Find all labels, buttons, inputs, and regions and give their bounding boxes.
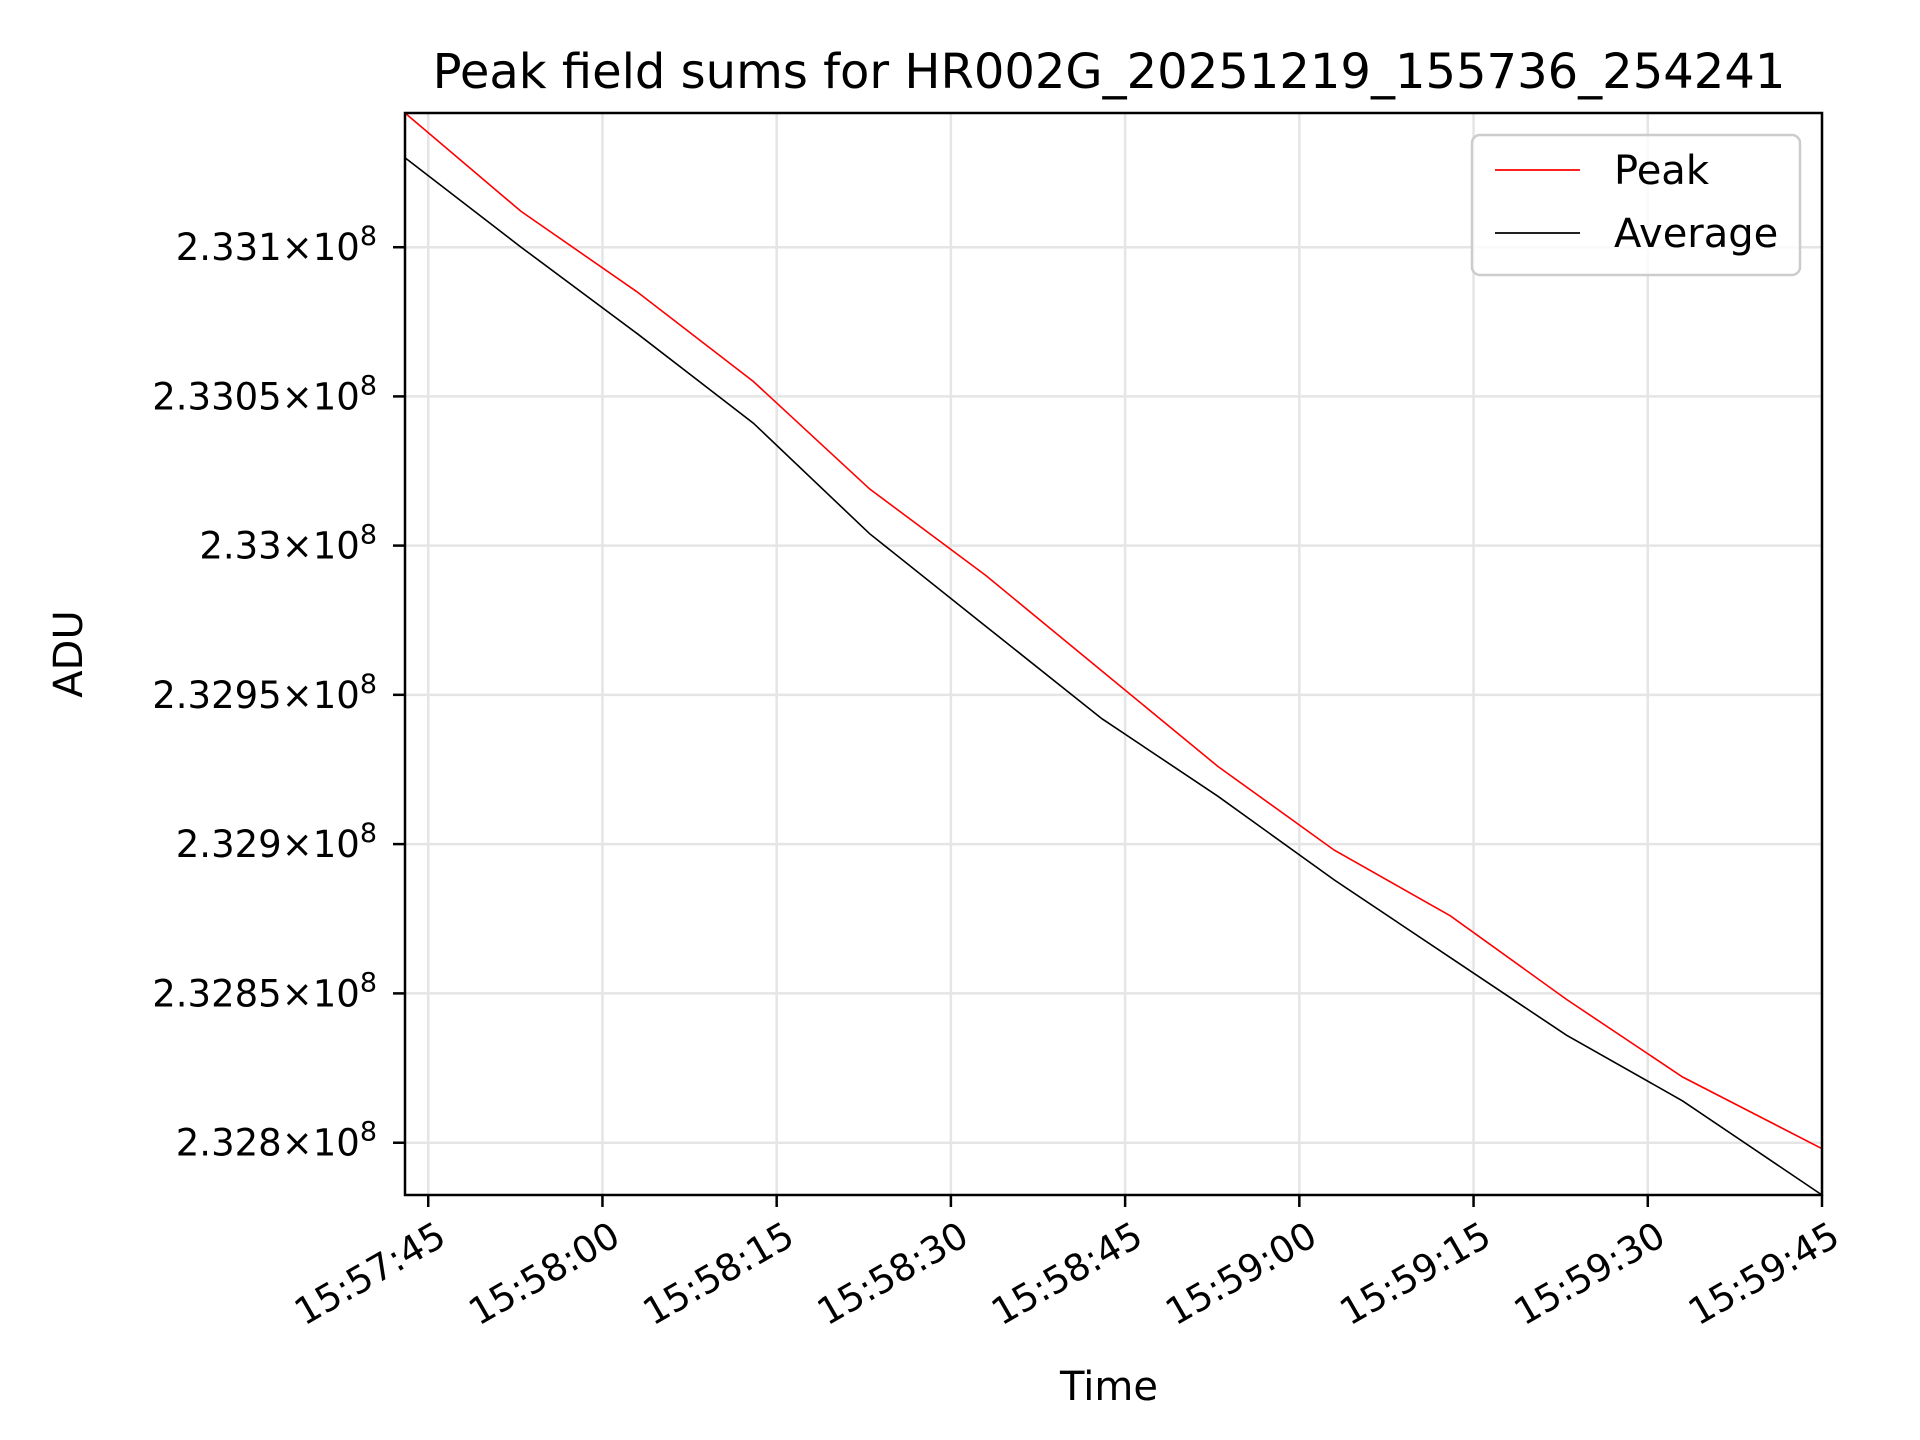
y-tick-label: 2.3305×108: [152, 370, 377, 418]
y-tick-base: 10: [313, 226, 360, 269]
y-tick-times: ×: [282, 375, 313, 418]
x-axis-label: Time: [1059, 1364, 1158, 1410]
y-tick-base: 10: [313, 375, 360, 418]
legend-label-average: Average: [1614, 211, 1778, 257]
y-tick-label: 2.328×108: [176, 1117, 377, 1165]
y-tick-times: ×: [282, 525, 313, 568]
y-tick-label: 2.3285×108: [152, 967, 377, 1015]
y-tick-base: 10: [313, 1122, 360, 1165]
y-tick-times: ×: [282, 972, 313, 1015]
y-tick-mantissa: 2.329: [176, 823, 282, 866]
legend-label-peak: Peak: [1614, 148, 1710, 194]
y-tick-base: 10: [313, 972, 360, 1015]
y-tick-times: ×: [282, 674, 313, 717]
y-tick-mantissa: 2.3305: [152, 375, 281, 418]
y-tick-base: 10: [313, 823, 360, 866]
y-axis-label: ADU: [46, 610, 92, 697]
y-tick-exponent: 8: [360, 520, 377, 551]
y-tick-times: ×: [282, 226, 313, 269]
y-tick-label: 2.331×108: [176, 221, 377, 269]
series-line-average: [404, 157, 1823, 1196]
chart-title: Peak field sums for HR002G_20251219_1557…: [433, 44, 1786, 100]
y-tick-exponent: 8: [360, 221, 377, 252]
series-line-peak: [404, 112, 1823, 1150]
y-tick-times: ×: [282, 823, 313, 866]
y-tick-exponent: 8: [360, 370, 377, 401]
y-tick-label: 2.3295×108: [152, 669, 377, 717]
y-tick-mantissa: 2.331: [176, 226, 282, 269]
y-tick-base: 10: [313, 674, 360, 717]
y-tick-base: 10: [313, 525, 360, 568]
y-tick-label: 2.329×108: [176, 818, 377, 866]
y-tick-times: ×: [282, 1122, 313, 1165]
y-tick-mantissa: 2.33: [199, 525, 281, 568]
y-tick-exponent: 8: [360, 967, 377, 998]
y-tick-exponent: 8: [360, 1117, 377, 1148]
y-tick-exponent: 8: [360, 669, 377, 700]
legend: Peak Average: [1470, 133, 1802, 277]
y-tick-exponent: 8: [360, 818, 377, 849]
y-tick-mantissa: 2.3295: [152, 674, 281, 717]
series-layer: [404, 112, 1823, 1196]
plot-frame: [403, 111, 1824, 1197]
y-tick-mantissa: 2.3285: [152, 972, 281, 1015]
y-tick-label: 2.33×108: [199, 520, 377, 568]
y-tick-mantissa: 2.328: [176, 1122, 282, 1165]
